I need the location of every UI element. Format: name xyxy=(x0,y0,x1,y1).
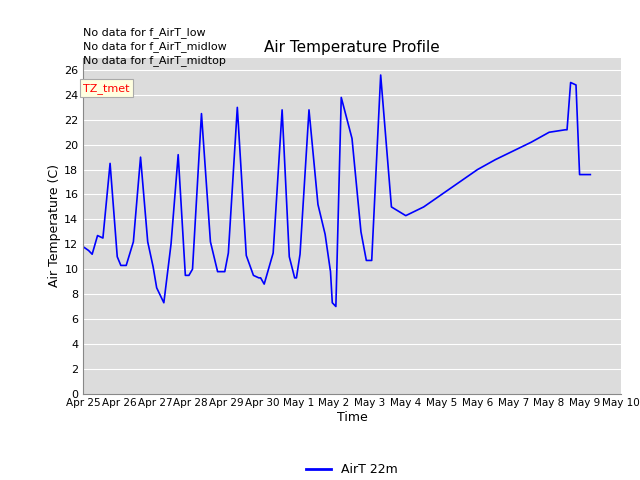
AirT 22m xyxy=(586,172,594,178)
AirT 22m xyxy=(545,130,553,135)
AirT 22m xyxy=(332,304,340,310)
Text: No data for f_AirT_low: No data for f_AirT_low xyxy=(83,27,206,38)
Y-axis label: Air Temperature (C): Air Temperature (C) xyxy=(48,164,61,287)
AirT 22m xyxy=(174,152,182,157)
Text: No data for f_AirT_midtop: No data for f_AirT_midtop xyxy=(83,55,226,66)
Title: Air Temperature Profile: Air Temperature Profile xyxy=(264,40,440,55)
AirT 22m xyxy=(255,275,262,281)
Text: TZ_tmet: TZ_tmet xyxy=(83,83,130,94)
AirT 22m xyxy=(79,244,87,250)
X-axis label: Time: Time xyxy=(337,411,367,424)
AirT 22m xyxy=(305,107,313,113)
AirT 22m xyxy=(377,72,385,78)
AirT 22m xyxy=(129,239,137,245)
Line: AirT 22m: AirT 22m xyxy=(83,75,590,307)
Text: No data for f_AirT_midlow: No data for f_AirT_midlow xyxy=(83,41,227,52)
Legend: AirT 22m: AirT 22m xyxy=(301,458,403,480)
AirT 22m xyxy=(207,239,214,245)
